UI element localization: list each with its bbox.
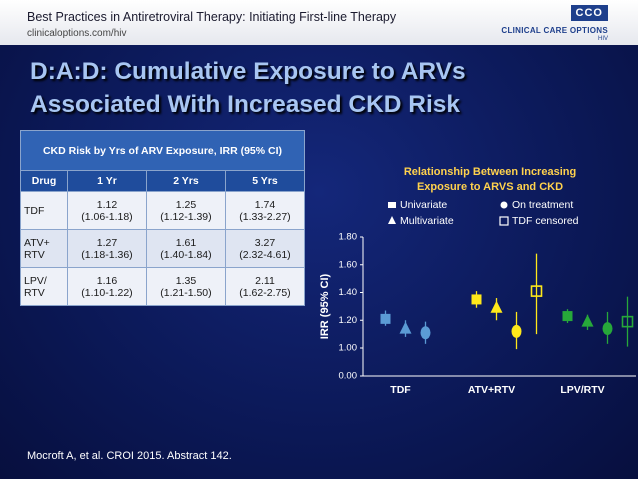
title-line: D:A:D: Cumulative Exposure to ARVs <box>30 58 466 85</box>
y-tick-label: 0.00 <box>339 371 358 382</box>
marker <box>602 322 613 336</box>
value-cell: 1.74 (1.33-2.27) <box>224 191 306 230</box>
column-header: Drug <box>20 170 68 192</box>
irr-ci: (1.06-1.18) <box>81 210 133 223</box>
value-cell: 2.11 (1.62-2.75) <box>224 267 306 306</box>
irr-value: 3.27 <box>254 236 276 249</box>
y-tick-label: 1.80 <box>339 232 358 243</box>
irr-ci: (1.21-1.50) <box>160 286 212 299</box>
table-row: LPV/ RTV 1.16 (1.10-1.22) 1.35 (1.21-1.50) 2.… <box>20 267 306 306</box>
table-row: TDF 1.12 (1.06-1.18) 1.25 (1.12-1.39) 1.74 (1.… <box>20 191 306 230</box>
x-tick-label: LPV/RTV <box>560 384 604 396</box>
irr-ci: (1.10-1.22) <box>81 286 133 299</box>
footnote: Mocroft A, et al. CROI 2015. Abstract 14… <box>27 450 232 462</box>
irr-ci: (1.40-1.84) <box>160 248 212 261</box>
column-header: 1 Yr <box>67 170 147 192</box>
data-table: CKD Risk by Yrs of ARV Exposure, IRR (95… <box>20 130 306 306</box>
marker <box>530 285 543 297</box>
header: Best Practices in Antiretroviral Therapy… <box>0 0 638 45</box>
value-cell: 1.16 (1.10-1.22) <box>67 267 147 306</box>
legend-label: Multivariate <box>400 215 454 227</box>
marker <box>621 315 634 328</box>
chart-title: Exposure to ARVS and CKD <box>417 181 563 193</box>
legend-label: On treatment <box>512 199 573 211</box>
y-tick-label: 1.40 <box>339 287 358 298</box>
column-header: 5 Yrs <box>224 170 306 192</box>
irr-ci: (1.18-1.36) <box>81 248 133 261</box>
logo-mark: CCO <box>570 5 608 21</box>
table-header: Drug 1 Yr 2 Yrs 5 Yrs <box>20 170 306 192</box>
marker <box>380 313 391 324</box>
legend-symbol <box>500 201 508 209</box>
legend-symbol <box>388 202 396 208</box>
drug-cell: ATV+ RTV <box>20 229 68 268</box>
x-tick-label: ATV+RTV <box>468 384 515 396</box>
irr-value: 1.12 <box>96 198 118 211</box>
drug-cell: LPV/ RTV <box>20 267 68 306</box>
value-cell: 1.27 (1.18-1.36) <box>67 229 147 268</box>
x-tick-label: TDF <box>390 384 411 396</box>
slide-title: D:A:D: Cumulative Exposure to ARVs Assoc… <box>30 55 466 121</box>
y-tick-label: 1.60 <box>339 259 358 270</box>
chart: Relationship Between Increasing Exposure … <box>319 166 636 396</box>
y-tick-label: 1.20 <box>339 315 358 326</box>
value-cell: 1.61 (1.40-1.84) <box>145 229 226 268</box>
drug-cell: TDF <box>20 191 68 230</box>
irr-ci: (2.32-4.61) <box>239 248 291 261</box>
value-cell: 1.25 (1.12-1.39) <box>145 191 226 230</box>
marker <box>399 321 412 334</box>
y-axis-label: IRR (95% CI) <box>319 273 331 339</box>
header-title: Best Practices in Antiretroviral Therapy… <box>27 10 397 24</box>
table-row: ATV+ RTV 1.27 (1.18-1.36) 1.61 (1.40-1.84) 3.… <box>20 229 306 268</box>
y-tick-label: 1.00 <box>339 343 358 354</box>
column-header: 2 Yrs <box>145 170 226 192</box>
irr-value: 1.25 <box>175 198 197 211</box>
value-cell: 1.35 (1.21-1.50) <box>145 267 226 306</box>
marker <box>581 314 594 327</box>
irr-value: 2.11 <box>255 274 275 287</box>
chart-title: Relationship Between Increasing <box>404 166 576 178</box>
irr-value: 1.27 <box>96 236 118 249</box>
legend-symbol <box>388 216 396 224</box>
value-cell: 3.27 (2.32-4.61) <box>224 229 306 268</box>
marker <box>420 326 431 340</box>
irr-value: 1.74 <box>254 198 276 211</box>
table-body: TDF 1.12 (1.06-1.18) 1.25 (1.12-1.39) 1.74 (1.… <box>20 191 306 306</box>
irr-value: 1.16 <box>96 274 118 287</box>
marker <box>511 324 522 338</box>
legend-label: TDF censored <box>512 215 579 227</box>
header-url: clinicaloptions.com/hiv <box>27 28 127 39</box>
irr-value: 1.61 <box>175 236 197 249</box>
title-line: Associated With Increased CKD Risk <box>30 91 461 118</box>
marker <box>490 300 503 313</box>
irr-value: 1.35 <box>175 274 197 287</box>
irr-ci: (1.12-1.39) <box>160 210 212 223</box>
logo-name: CLINICAL CARE OPTIONS <box>501 26 608 35</box>
table-caption: CKD Risk by Yrs of ARV Exposure, IRR (95… <box>20 130 305 171</box>
value-cell: 1.12 (1.06-1.18) <box>67 191 147 230</box>
marker <box>562 311 573 322</box>
irr-ci: (1.33-2.27) <box>239 210 291 223</box>
marker <box>471 294 482 305</box>
logo-sub: HIV <box>597 36 608 42</box>
legend-label: Univariate <box>400 199 447 211</box>
legend-symbol <box>499 216 509 226</box>
irr-ci: (1.62-2.75) <box>239 286 291 299</box>
